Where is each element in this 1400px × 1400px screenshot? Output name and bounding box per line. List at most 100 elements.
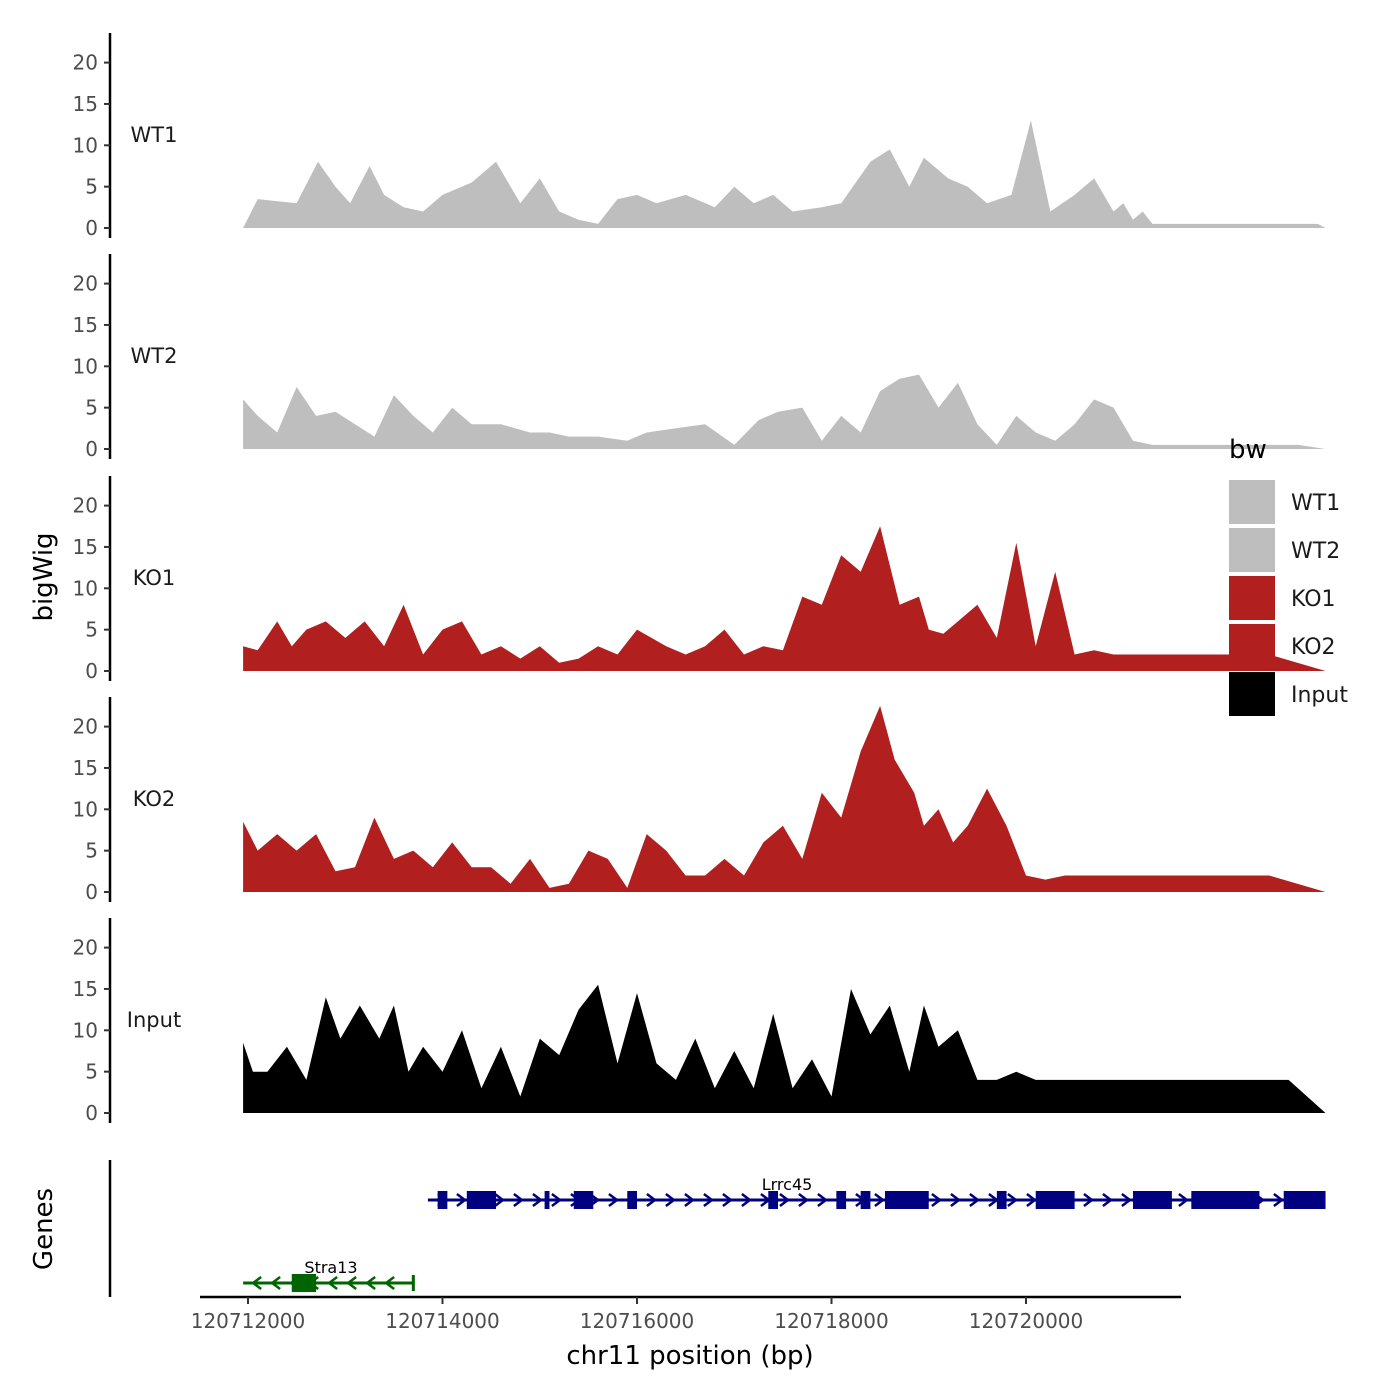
coverage-tracks: 0 5 10 15 20 WT1 0 5 10 15 20 WT2 0 5 10 15 20 KO1 0 5 10 15 2…	[73, 33, 1326, 1125]
gene-exon	[768, 1191, 779, 1209]
y-tick-label: 20	[73, 936, 98, 960]
y-tick-label: 5	[85, 396, 98, 420]
track-label: Input	[127, 1008, 181, 1032]
gene-exon	[437, 1191, 448, 1209]
y-tick-label: 5	[85, 1060, 98, 1084]
y-tick-label: 15	[73, 535, 98, 559]
gene-lrrc45: Lrrc45	[427, 1175, 1326, 1209]
strand-arrow-icon	[741, 1193, 752, 1207]
strand-arrow-icon	[703, 1193, 714, 1207]
x-tick-label: 120712000	[191, 1309, 306, 1333]
legend-swatch	[1229, 672, 1275, 716]
y-tick-label: 15	[73, 756, 98, 780]
strand-arrow-icon	[456, 1193, 467, 1207]
y-tick-label: 0	[85, 216, 98, 240]
y-axis-title: bigWig	[29, 532, 59, 621]
track-ko1: 0 5 10 15 20 KO1	[73, 476, 1326, 683]
gene-exon	[544, 1191, 550, 1209]
legend-title: bw	[1229, 435, 1267, 465]
strand-arrow-icon	[665, 1193, 676, 1207]
track-label: WT2	[131, 344, 178, 368]
gene-exon	[1191, 1191, 1260, 1209]
y-tick-label: 0	[85, 880, 98, 904]
strand-arrow-icon	[1026, 1193, 1037, 1207]
y-tick-label: 20	[73, 715, 98, 739]
legend-entry-label: Input	[1291, 683, 1348, 708]
coverage-area	[243, 526, 1326, 671]
y-tick-label: 5	[85, 618, 98, 642]
strand-arrow-icon	[365, 1276, 376, 1290]
gene-exon	[884, 1191, 929, 1209]
legend-entry-label: WT2	[1291, 539, 1340, 564]
track-ko2: 0 5 10 15 20 KO2	[73, 697, 1326, 904]
legend-entry-label: KO2	[1291, 635, 1336, 660]
strand-arrow-icon	[384, 1276, 395, 1290]
strand-arrow-icon	[931, 1193, 942, 1207]
strand-arrow-icon	[969, 1193, 980, 1207]
track-label: KO1	[133, 566, 176, 590]
strand-arrow-icon	[874, 1193, 885, 1207]
x-tick-label: 120716000	[580, 1309, 695, 1333]
y-tick-label: 10	[73, 133, 98, 157]
strand-arrow-icon	[722, 1193, 733, 1207]
strand-arrow-icon	[1102, 1193, 1113, 1207]
strand-arrow-icon	[1007, 1193, 1018, 1207]
gene-exon	[291, 1274, 317, 1292]
strand-arrow-icon	[1121, 1193, 1132, 1207]
y-tick-label: 15	[73, 977, 98, 1001]
legend: bw WT1 WT2 KO1 KO2 Input	[1229, 435, 1348, 716]
strand-arrow-icon	[327, 1276, 338, 1290]
legend-swatch	[1229, 624, 1275, 668]
gene-exon	[573, 1191, 594, 1209]
strand-arrow-icon	[270, 1276, 281, 1290]
y-tick-label: 10	[73, 354, 98, 378]
strand-arrow-icon	[1178, 1193, 1189, 1207]
y-tick-label: 10	[73, 1018, 98, 1042]
strand-arrow-icon	[251, 1275, 262, 1291]
strand-arrow-icon	[513, 1193, 524, 1207]
gene-stra13: Stra13	[243, 1258, 415, 1292]
coverage-area	[243, 705, 1326, 892]
strand-arrow-icon	[1083, 1193, 1094, 1207]
gene-exon	[1283, 1191, 1326, 1209]
genes-track-title: Genes	[29, 1188, 59, 1270]
strand-arrow-icon	[608, 1193, 619, 1207]
y-tick-label: 0	[85, 1101, 98, 1125]
coverage-area	[243, 374, 1326, 449]
track-wt2: 0 5 10 15 20 WT2	[73, 254, 1326, 461]
legend-swatch	[1229, 528, 1275, 572]
x-tick-label: 120720000	[969, 1309, 1084, 1333]
strand-arrow-icon	[684, 1193, 695, 1207]
strand-arrow-icon	[950, 1193, 961, 1207]
strand-arrow-icon	[646, 1193, 657, 1207]
y-tick-label: 10	[73, 797, 98, 821]
y-tick-label: 15	[73, 92, 98, 116]
y-tick-label: 10	[73, 576, 98, 600]
y-tick-label: 20	[73, 494, 98, 518]
coverage-area	[243, 120, 1326, 228]
coverage-area	[243, 984, 1326, 1113]
track-input: 0 5 10 15 20 Input	[73, 918, 1326, 1125]
legend-swatch	[1229, 480, 1275, 524]
x-tick-label: 120718000	[774, 1309, 889, 1333]
gene-exon	[860, 1191, 871, 1209]
gene-name-label: Lrrc45	[762, 1175, 813, 1194]
gene-exon	[996, 1191, 1007, 1209]
track-label: KO2	[133, 787, 176, 811]
x-tick-label: 120714000	[385, 1309, 500, 1333]
y-tick-label: 20	[73, 51, 98, 75]
y-tick-label: 0	[85, 659, 98, 683]
y-tick-label: 5	[85, 175, 98, 199]
gene-name-label: Stra13	[304, 1258, 357, 1277]
track-label: WT1	[131, 123, 178, 147]
strand-arrow-icon	[346, 1276, 357, 1290]
ylabel-bigwig: bigWig	[29, 532, 59, 621]
genes-panel: Genes Lrrc45 Stra13	[29, 1160, 1326, 1297]
track-wt1: 0 5 10 15 20 WT1	[73, 33, 1326, 240]
gene-exon	[466, 1191, 496, 1209]
y-tick-label: 15	[73, 313, 98, 337]
gene-exon	[836, 1191, 847, 1209]
gene-exon	[1035, 1191, 1075, 1209]
y-tick-label: 20	[73, 272, 98, 296]
